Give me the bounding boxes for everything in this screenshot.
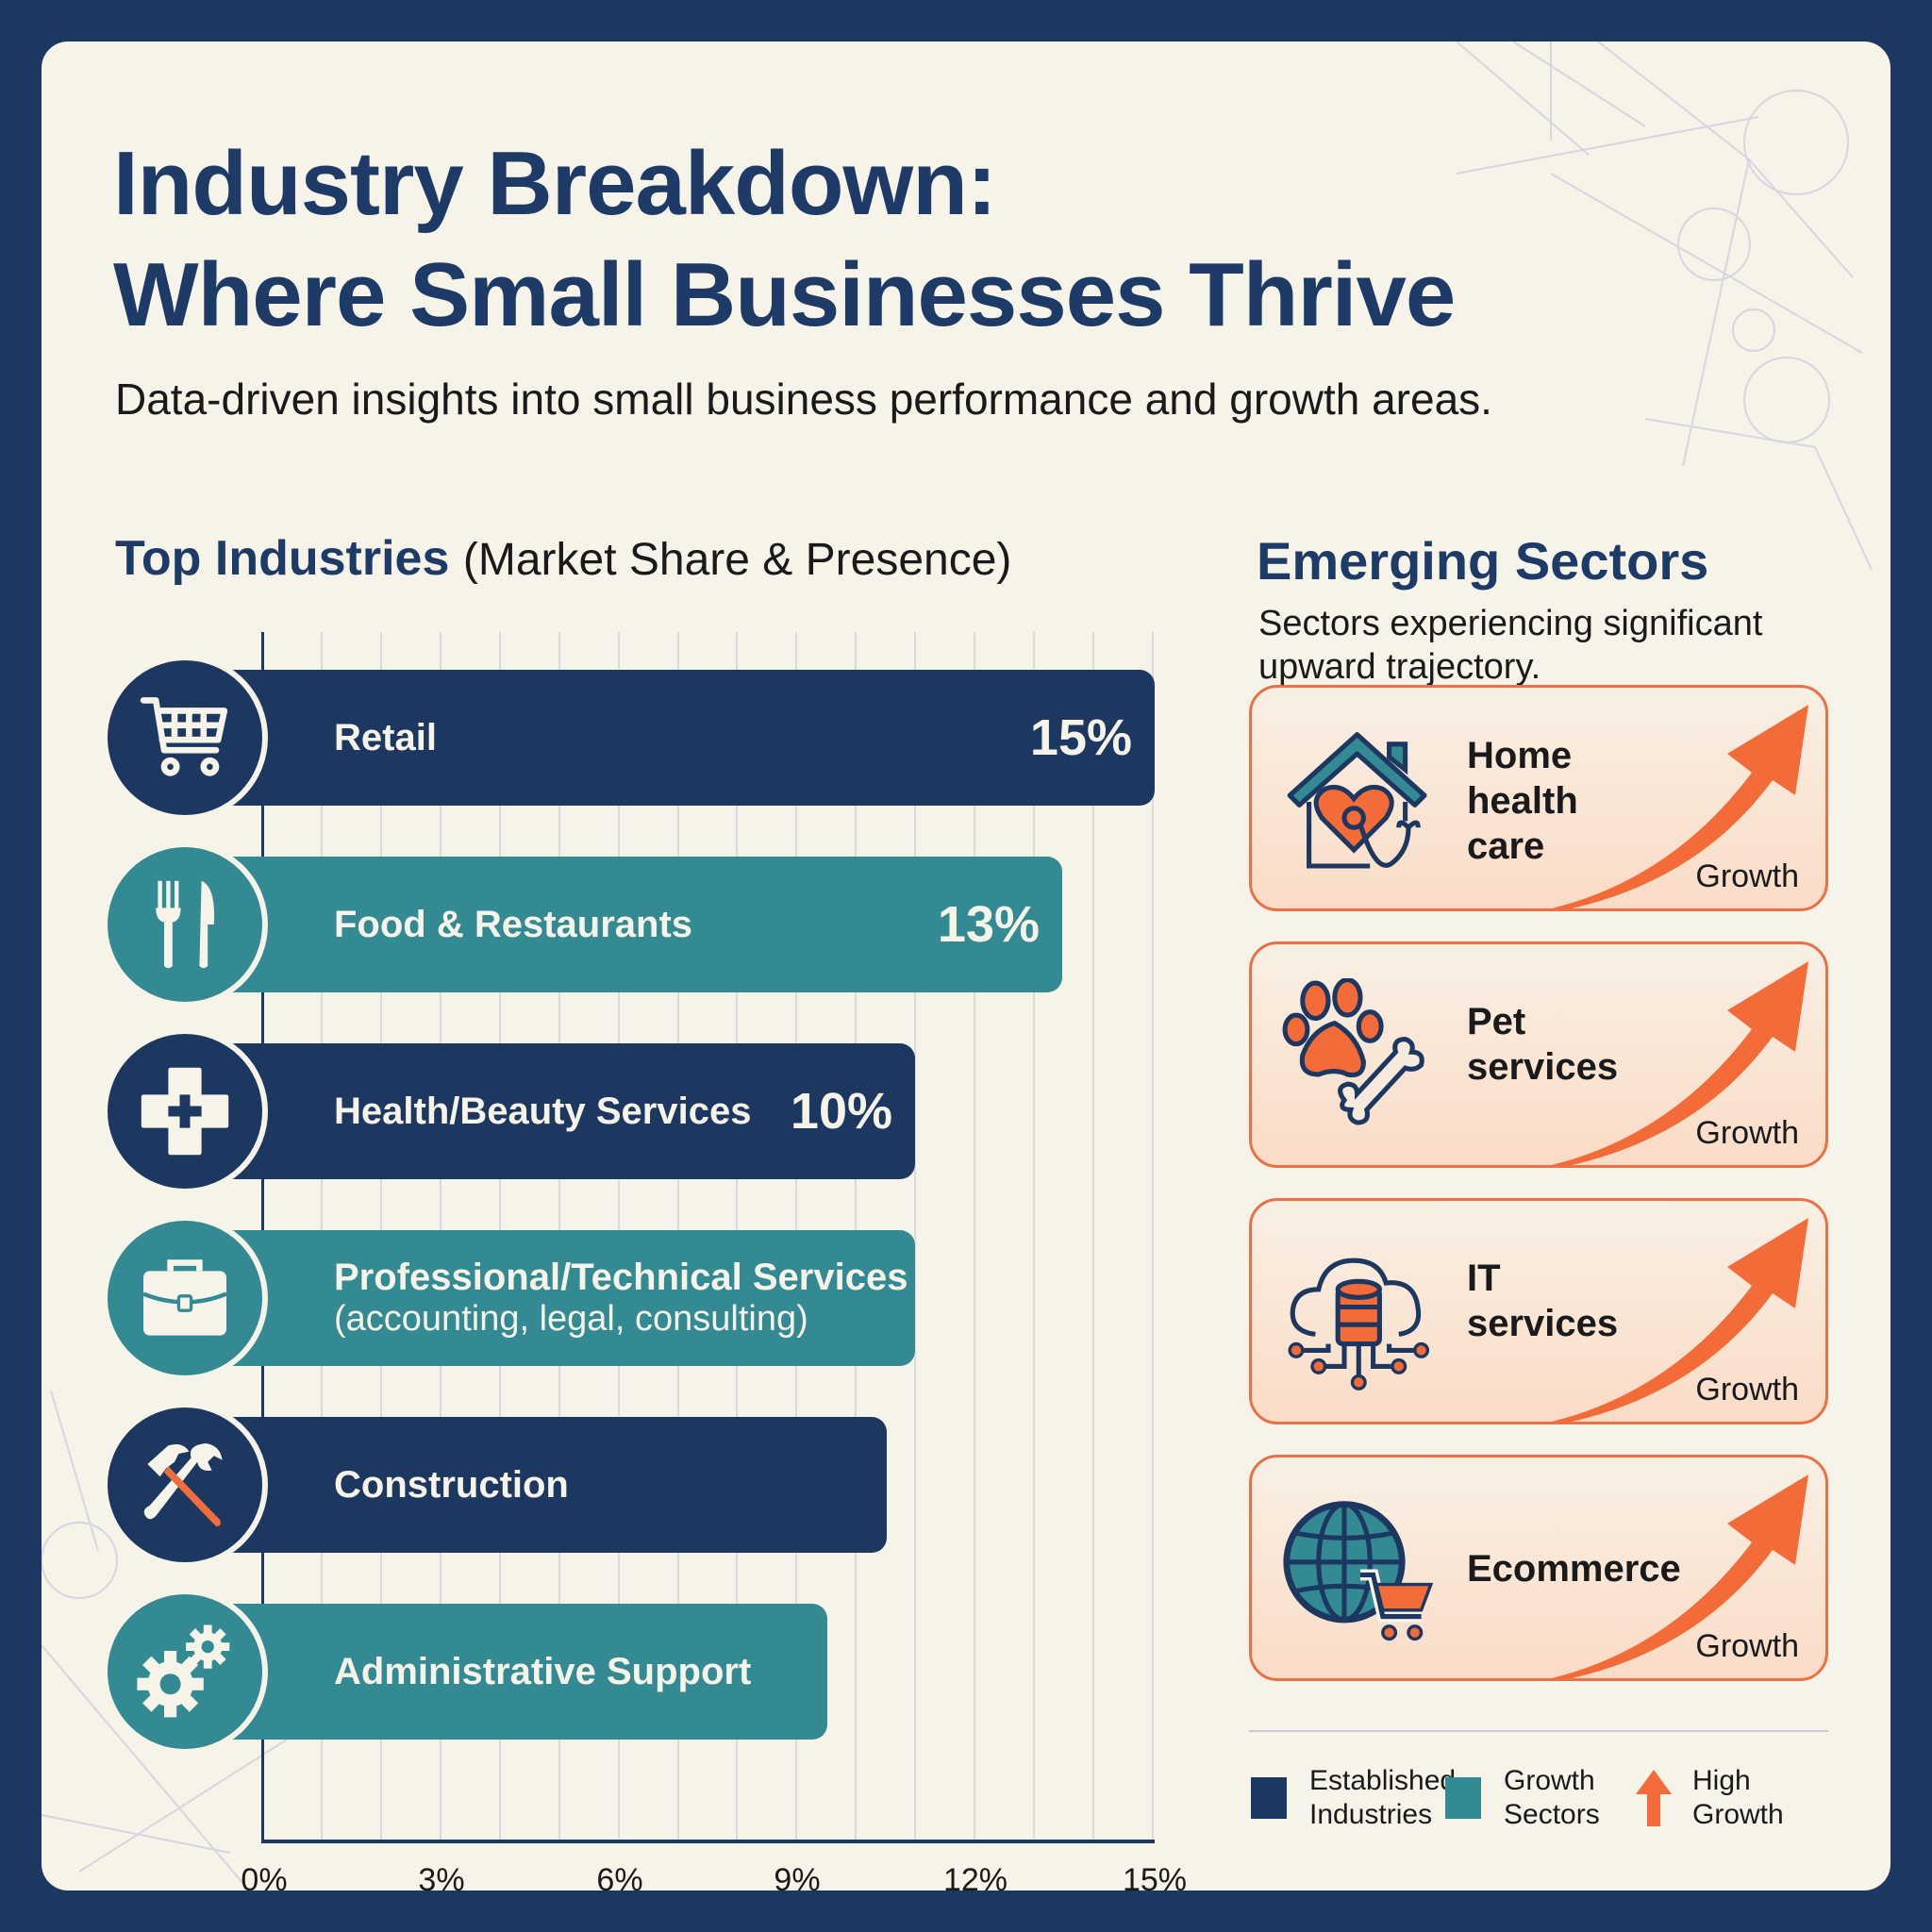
growth-arrow-icon <box>1551 1474 1808 1678</box>
bar-label: Professional/Technical Services (account… <box>334 1257 908 1340</box>
industry-bar-chart: 0% 3% 6% 9% 12% 15% Retail 15% Food & Re… <box>42 42 1890 1890</box>
briefcase-icon <box>102 1215 268 1381</box>
bar-value: 15% <box>1029 709 1132 766</box>
bar-administrative-support[interactable]: Administrative Support <box>226 1604 827 1740</box>
title-line-2: Where Small Businesses Thrive <box>113 244 1456 345</box>
top-industries-title: Top Industries <box>115 531 450 586</box>
bar-construction[interactable]: Construction <box>226 1417 887 1553</box>
legend-divider <box>1249 1730 1828 1732</box>
shopping-cart-icon <box>102 655 268 821</box>
top-industries-qualifier: (Market Share & Presence) <box>462 535 1012 585</box>
paw-bone-icon <box>1282 978 1424 1125</box>
growth-label: Growth <box>1695 858 1799 894</box>
growth-arrow-icon <box>1551 1218 1808 1422</box>
page-subtitle: Data-driven insights into small business… <box>115 375 1492 424</box>
legend-label-line: Industries <box>1309 1799 1433 1830</box>
legend-swatch-navy <box>1251 1777 1287 1819</box>
bar-label: Health/Beauty Services <box>334 1090 752 1132</box>
gridline <box>974 632 975 1841</box>
legend-label: High Growth <box>1692 1764 1784 1832</box>
bar-value: 13% <box>937 896 1040 953</box>
growth-label: Growth <box>1695 1628 1799 1664</box>
x-tick-label: 3% <box>418 1862 465 1890</box>
bar-label: Food & Restaurants <box>334 903 693 945</box>
bar-professional-technical[interactable]: Professional/Technical Services (account… <box>226 1230 915 1366</box>
globe-cart-icon <box>1283 1501 1434 1641</box>
up-arrow-icon <box>1636 1770 1672 1826</box>
sector-card-it-services[interactable]: IT services Growth <box>1249 1198 1828 1424</box>
sector-card-pet-services[interactable]: Pet services Growth <box>1249 941 1828 1168</box>
bar-label: Administrative Support <box>334 1650 752 1692</box>
gridline <box>914 632 916 1841</box>
bar-label-main: Professional/Technical Services <box>334 1257 908 1298</box>
hammer-wrench-icon <box>102 1402 268 1568</box>
sector-name: Pet services <box>1467 1001 1619 1088</box>
legend-label: Growth Sectors <box>1504 1764 1600 1832</box>
bar-health-beauty[interactable]: Health/Beauty Services 10% <box>226 1043 915 1179</box>
legend-growth-sectors: Growth Sectors <box>1445 1764 1600 1832</box>
sector-card-home-health[interactable]: Home health care Growth <box>1249 685 1828 911</box>
legend-label-line: Growth <box>1504 1765 1595 1796</box>
legend-label-line: Sectors <box>1504 1799 1600 1830</box>
bar-label: Retail <box>334 716 437 758</box>
page-title: Industry Breakdown: Where Small Business… <box>113 128 1456 351</box>
x-tick-label: 15% <box>1122 1862 1188 1890</box>
x-tick-label: 9% <box>774 1862 821 1890</box>
emerging-sectors-subtitle: Sectors experiencing significant upward … <box>1258 604 1763 687</box>
x-tick-label: 0% <box>241 1862 288 1890</box>
x-tick-label: 12% <box>942 1862 1008 1890</box>
x-tick-label: 6% <box>596 1862 643 1890</box>
sector-name: Home health care <box>1467 735 1578 867</box>
legend-swatch-teal <box>1445 1777 1481 1819</box>
infographic-card: Industry Breakdown: Where Small Business… <box>42 42 1890 1890</box>
bar-label-sub: (accounting, legal, consulting) <box>334 1299 808 1339</box>
legend-label-line: Established <box>1309 1765 1457 1796</box>
growth-label: Growth <box>1695 1115 1799 1151</box>
legend-label-line: High <box>1692 1765 1751 1796</box>
legend-established: Established Industries <box>1251 1764 1456 1832</box>
sector-card-ecommerce[interactable]: Ecommerce Growth <box>1249 1455 1828 1681</box>
growth-arrow-icon <box>1551 961 1808 1165</box>
bar-food-restaurants[interactable]: Food & Restaurants 13% <box>226 857 1062 992</box>
sector-name: IT services <box>1467 1257 1619 1344</box>
medical-cross-icon <box>102 1028 268 1194</box>
top-industries-heading: Top Industries (Market Share & Presence) <box>115 530 1011 587</box>
growth-label: Growth <box>1695 1372 1799 1407</box>
legend-label-line: Growth <box>1692 1799 1784 1830</box>
title-line-1: Industry Breakdown: <box>113 133 997 234</box>
bar-label: Construction <box>334 1463 569 1506</box>
legend-label: Established Industries <box>1309 1764 1456 1832</box>
cloud-database-icon <box>1288 1257 1430 1391</box>
bar-value: 10% <box>790 1083 892 1140</box>
bar-retail[interactable]: Retail 15% <box>226 670 1155 806</box>
growth-arrow-icon <box>1551 705 1808 908</box>
emerging-sectors-heading: Emerging Sectors <box>1257 531 1709 591</box>
home-health-icon <box>1287 732 1427 869</box>
x-axis-line <box>261 1840 1155 1843</box>
fork-knife-icon <box>102 841 268 1008</box>
gears-icon <box>102 1589 268 1755</box>
gridline <box>1152 632 1154 1841</box>
gridline <box>1092 632 1094 1841</box>
gridline <box>1033 632 1035 1841</box>
legend-high-growth: High Growth <box>1636 1764 1784 1832</box>
sector-name: Ecommerce <box>1467 1548 1681 1590</box>
